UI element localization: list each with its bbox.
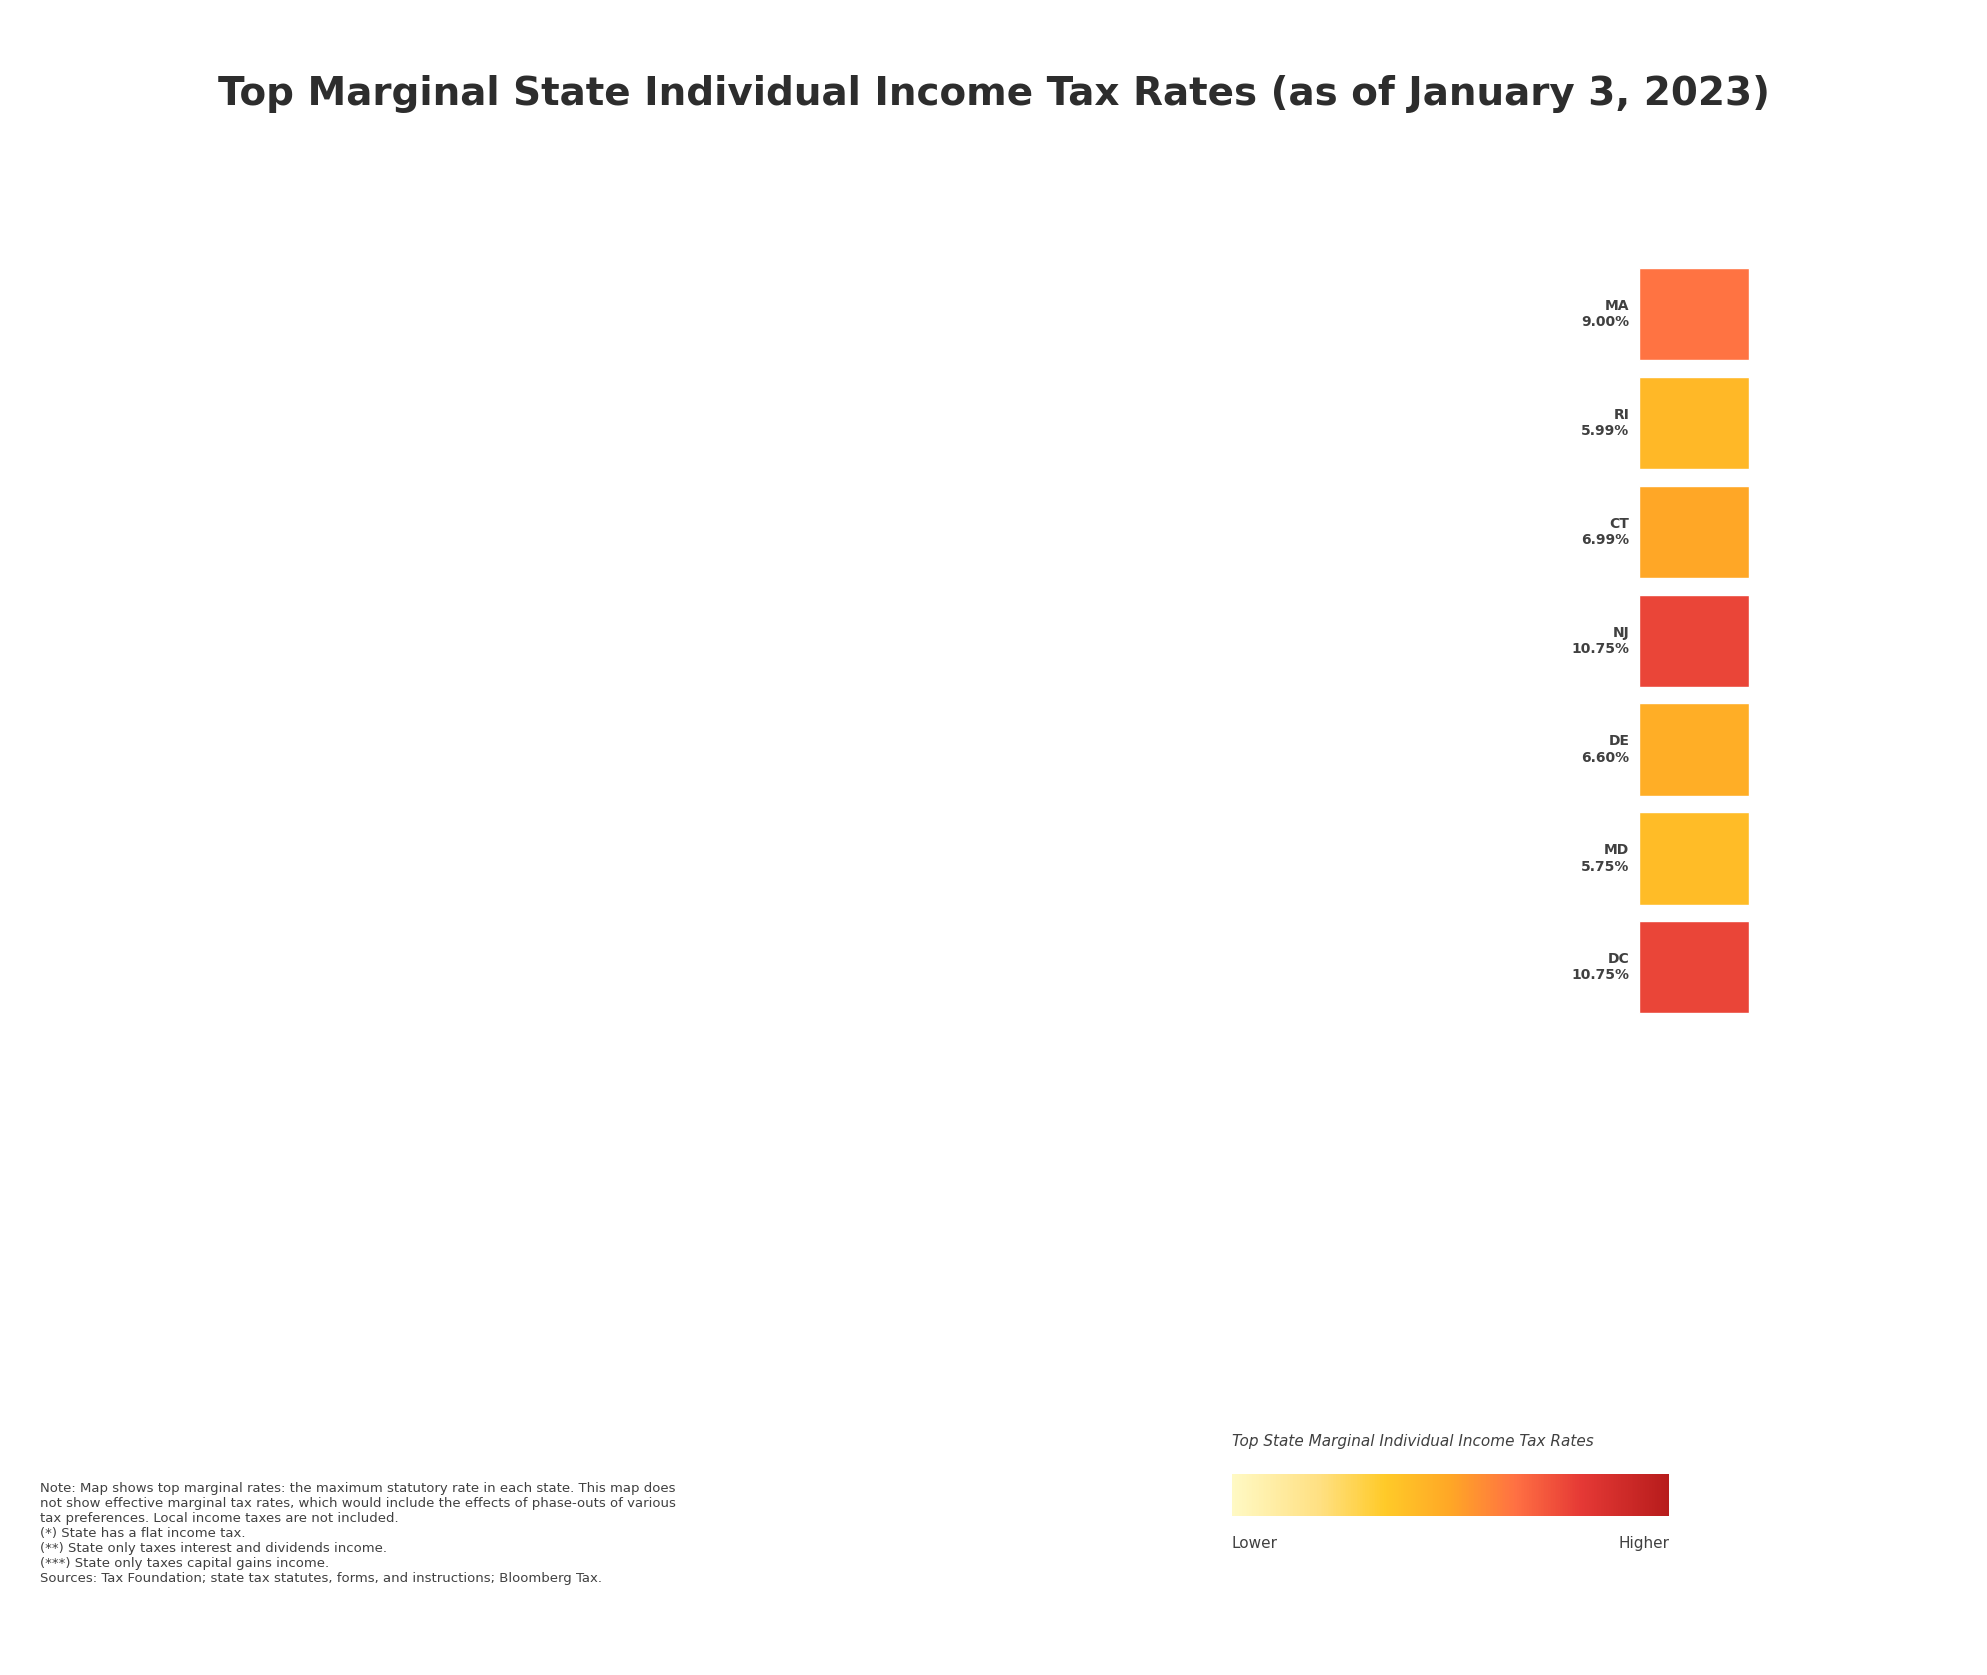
Text: MD
5.75%: MD 5.75% [1582,843,1629,874]
Text: DE
6.60%: DE 6.60% [1582,734,1629,765]
Text: MA
9.00%: MA 9.00% [1582,298,1629,330]
Text: Note: Map shows top marginal rates: the maximum statutory rate in each state. Th: Note: Map shows top marginal rates: the … [40,1482,676,1585]
Text: RI
5.99%: RI 5.99% [1582,407,1629,439]
Text: Higher: Higher [1617,1536,1669,1551]
Text: Top State Marginal Individual Income Tax Rates: Top State Marginal Individual Income Tax… [1232,1434,1594,1449]
Text: Top Marginal State Individual Income Tax Rates (as of January 3, 2023): Top Marginal State Individual Income Tax… [217,75,1770,114]
Text: CT
6.99%: CT 6.99% [1582,516,1629,548]
Text: NJ
10.75%: NJ 10.75% [1572,625,1629,657]
Text: Lower: Lower [1232,1536,1278,1551]
Text: TAX FOUNDATION: TAX FOUNDATION [20,1628,215,1648]
Text: DC
10.75%: DC 10.75% [1572,951,1629,983]
Text: @TaxFoundation: @TaxFoundation [1806,1628,1967,1648]
